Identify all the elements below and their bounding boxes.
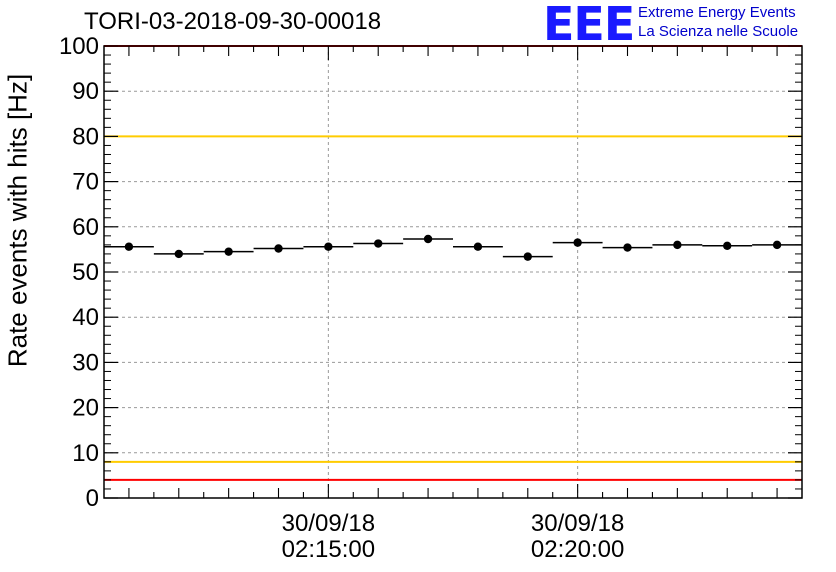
x-tick-label-date: 30/09/18 [531, 510, 624, 537]
y-tick-label: 90 [72, 78, 99, 105]
data-point [673, 240, 682, 250]
data-point [174, 249, 183, 259]
data-point [324, 242, 333, 251]
tick-labels: 010203040506070809010030/09/1802:15:0030… [59, 33, 624, 563]
logo-text: Extreme Energy Events La Scienza nelle S… [638, 3, 798, 41]
x-tick-label-time: 02:15:00 [282, 536, 375, 563]
data-point [523, 252, 532, 261]
data-point [124, 242, 134, 251]
y-tick-label: 20 [72, 395, 99, 422]
y-tick-label: 50 [72, 259, 99, 286]
data-point [274, 244, 283, 253]
data-point [772, 240, 782, 250]
y-tick-label: 30 [72, 349, 99, 376]
data-point [423, 234, 433, 244]
chart-title: TORI-03-2018-09-30-00018 [84, 8, 382, 35]
y-tick-label: 100 [59, 33, 99, 60]
y-tick-label: 0 [86, 485, 99, 512]
eee-logo: EEE [543, 0, 635, 51]
axis-ticks [104, 45, 802, 499]
data-point [473, 242, 483, 251]
y-tick-label: 60 [72, 214, 99, 241]
y-axis-label: Rate events with hits [Hz] [2, 73, 33, 368]
data-point [623, 243, 632, 252]
data-point [723, 241, 732, 250]
y-tick-label: 80 [72, 123, 99, 150]
x-tick-label-date: 30/09/18 [282, 510, 375, 537]
data-series [104, 234, 802, 261]
y-tick-label: 40 [72, 304, 99, 331]
grid [104, 46, 802, 498]
data-point [224, 247, 233, 256]
reference-lines [104, 45, 802, 481]
data-point [573, 238, 582, 247]
logo-line-1: Extreme Energy Events [638, 4, 796, 21]
y-tick-label: 10 [72, 440, 99, 467]
data-point [374, 239, 383, 248]
y-tick-label: 70 [72, 169, 99, 196]
logo-line-2: La Scienza nelle Scuole [638, 23, 799, 40]
x-tick-label-time: 02:20:00 [531, 536, 624, 563]
